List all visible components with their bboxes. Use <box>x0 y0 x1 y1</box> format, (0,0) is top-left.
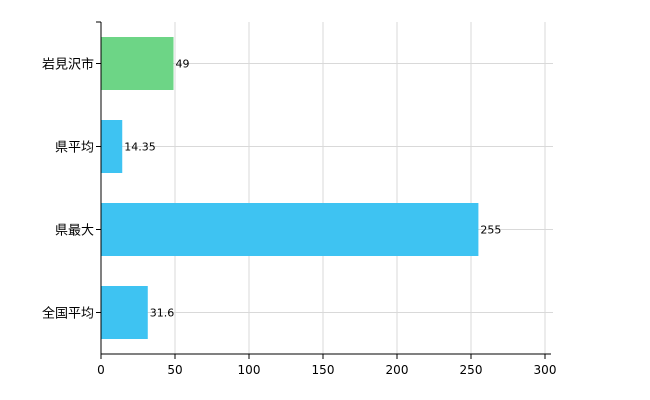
x-tick-label-5: 250 <box>460 363 483 377</box>
category-label-0: 岩見沢市 <box>42 57 94 73</box>
data-label-0: 49 <box>176 58 190 71</box>
x-tick-label-2: 100 <box>238 363 261 377</box>
x-tick-label-0: 0 <box>97 363 105 377</box>
x-tick-label-1: 50 <box>167 363 182 377</box>
bar-0 <box>101 37 174 90</box>
bar-1 <box>101 120 123 173</box>
data-label-3: 31.6 <box>150 307 175 320</box>
bar-2 <box>101 203 479 256</box>
category-label-2: 県最大 <box>55 224 94 239</box>
bar-3 <box>101 286 148 339</box>
x-tick-label-3: 150 <box>312 363 335 377</box>
category-label-3: 全国平均 <box>42 306 94 322</box>
x-tick-label-4: 200 <box>386 363 409 377</box>
x-tick-label-6: 300 <box>534 363 557 377</box>
data-label-2: 255 <box>480 224 501 237</box>
category-label-1: 県平均 <box>55 141 94 156</box>
data-label-1: 14.35 <box>124 141 156 154</box>
